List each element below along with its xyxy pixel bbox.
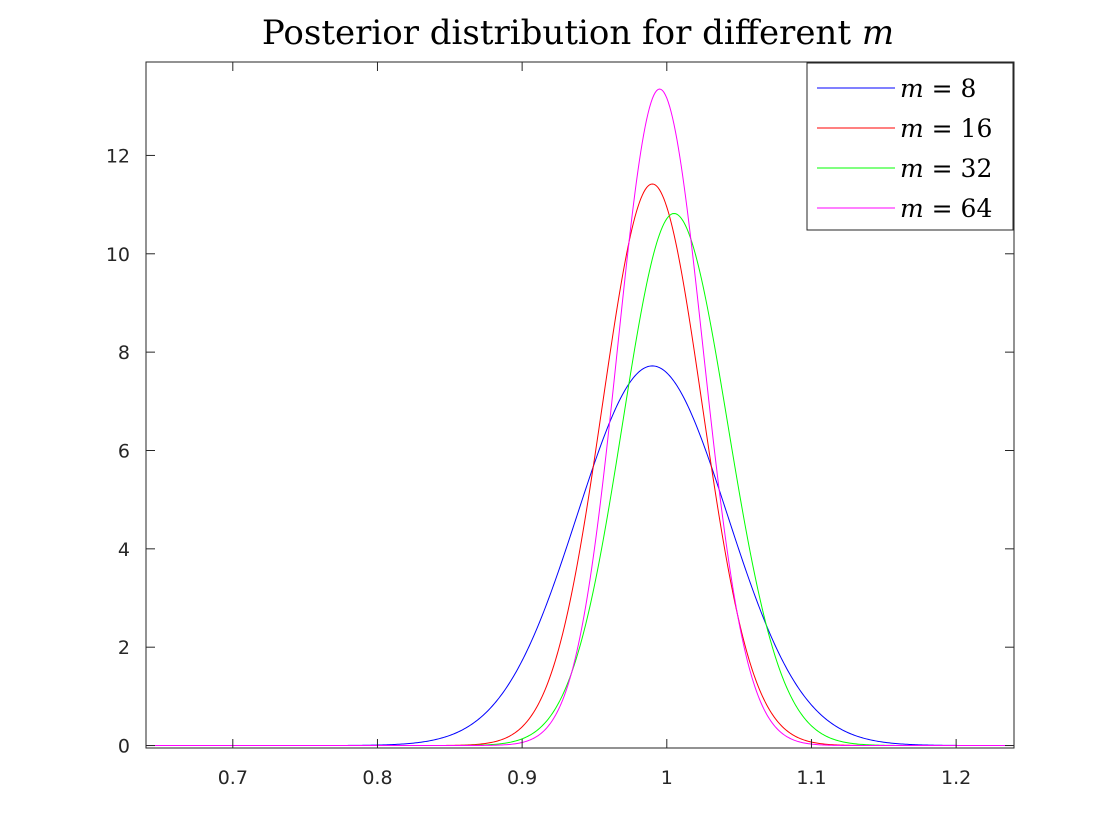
x-tick-label: 0.7 <box>218 767 248 789</box>
y-tick-label: 4 <box>118 539 130 561</box>
x-tick-label: 0.8 <box>362 767 392 789</box>
series-line <box>146 212 1014 747</box>
legend-entry: m = 32 <box>900 154 992 183</box>
y-tick-label: 0 <box>118 736 130 758</box>
axis-ticks: 0.7 0.8 0.9 1 1.1 1.2 0 2 4 6 8 10 12 <box>106 62 1014 789</box>
legend-entry: m = 64 <box>900 194 992 223</box>
y-tick-label: 6 <box>118 440 130 462</box>
legend-entry: m = 16 <box>900 114 992 143</box>
y-tick-label: 2 <box>118 637 130 659</box>
chart-title-text: Posterior distribution for different <box>262 13 862 53</box>
y-tick-label: 8 <box>118 342 130 364</box>
axes-box <box>145 61 1015 749</box>
legend-box <box>806 62 1014 231</box>
plot-lines <box>146 88 1014 747</box>
chart-title-variable: m <box>862 13 894 53</box>
x-tick-label: 1 <box>661 767 673 789</box>
series-line <box>146 183 1014 747</box>
series-line <box>146 88 1014 747</box>
x-tick-label: 1.2 <box>941 767 971 789</box>
x-tick-label: 1.1 <box>796 767 826 789</box>
chart-title: Posterior distribution for different m <box>262 13 894 53</box>
y-tick-label: 12 <box>106 145 130 167</box>
series-line <box>146 365 1014 747</box>
legend: m = 8 m = 16 m = 32 m = 64 <box>806 62 1014 231</box>
legend-entry: m = 8 <box>900 74 976 103</box>
y-tick-label: 10 <box>106 244 130 266</box>
x-tick-label: 0.9 <box>507 767 537 789</box>
